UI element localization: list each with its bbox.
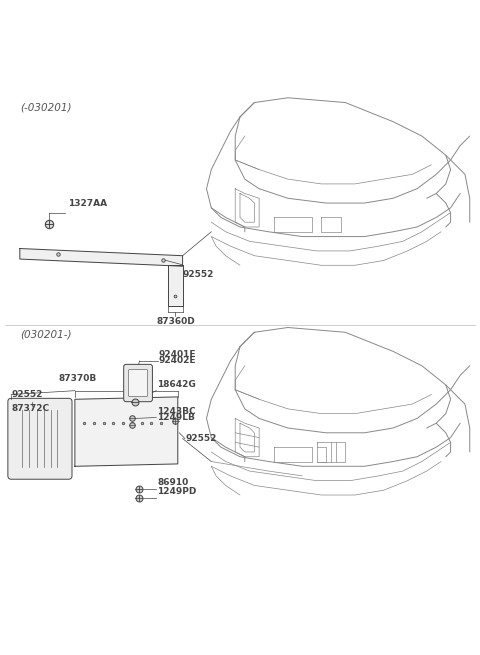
Text: 92552: 92552 (186, 434, 217, 443)
Text: (030201-): (030201-) (20, 330, 72, 340)
Text: 1249PD: 1249PD (157, 487, 197, 496)
Text: (-030201): (-030201) (20, 103, 72, 113)
Text: 86910: 86910 (157, 478, 189, 487)
FancyBboxPatch shape (129, 369, 148, 396)
Text: 87370B: 87370B (58, 375, 96, 383)
Text: 92552: 92552 (11, 390, 43, 399)
FancyBboxPatch shape (8, 398, 72, 479)
Text: 92401E: 92401E (158, 350, 196, 358)
Text: 87372C: 87372C (11, 403, 49, 413)
FancyBboxPatch shape (124, 364, 153, 402)
Text: 1243BC: 1243BC (157, 407, 196, 416)
Polygon shape (20, 248, 182, 266)
Text: 1327AA: 1327AA (68, 199, 107, 208)
Polygon shape (168, 265, 182, 306)
Text: 87360D: 87360D (156, 318, 195, 326)
Text: 18642G: 18642G (157, 380, 196, 389)
Text: 92402E: 92402E (158, 356, 196, 365)
Polygon shape (75, 397, 178, 466)
Text: 1249LB: 1249LB (157, 413, 195, 422)
Text: 92552: 92552 (182, 271, 214, 279)
